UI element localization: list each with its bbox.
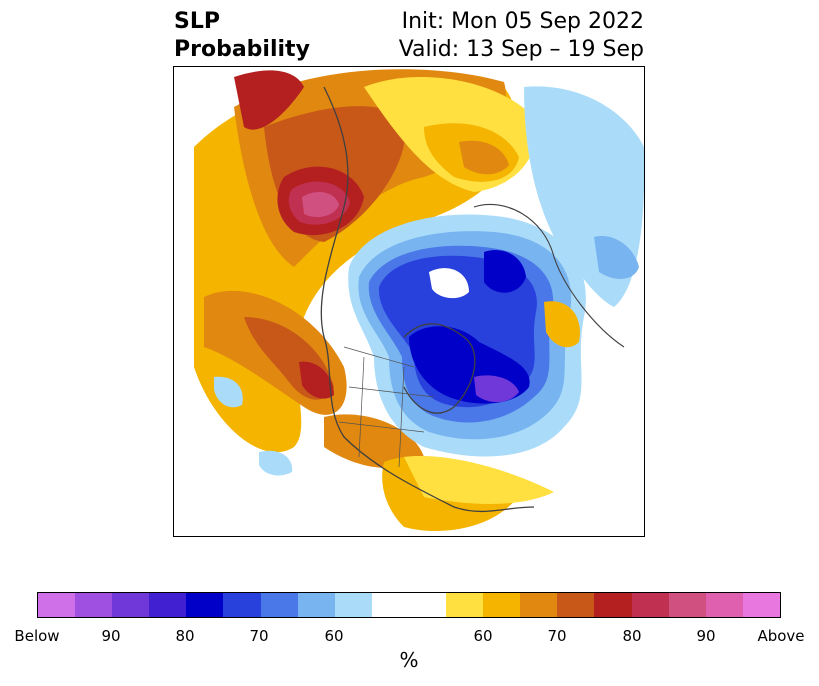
colorbar-swatch [557,593,595,617]
colorbar-swatch [705,593,743,617]
colorbar-swatch [594,593,632,617]
colorbar-tick-label: 70 [547,627,567,645]
colorbar-swatch [260,593,298,617]
title-line-2: Probability [174,37,310,62]
init-date: Init: Mon 05 Sep 2022 [401,9,644,34]
colorbar-tick-label: 70 [249,627,269,645]
warm-anomaly-pacific-red [299,361,334,399]
colorbar-swatch [38,593,76,617]
probability-map [173,66,645,537]
colorbar-swatch [483,593,521,617]
map-svg [174,67,644,536]
warm-anomaly-us-west [324,414,424,468]
warm-anomaly-siberia-core [459,140,509,175]
warm-patch-europe [544,301,580,348]
colorbar-swatch [408,593,447,617]
coastline-americas [320,86,535,513]
colorbar-swatch [520,593,558,617]
colorbar-swatch [742,593,780,617]
colorbar-tick-label: 90 [101,627,121,645]
title-line-1: SLP [174,9,220,34]
colorbar-tick-label: Below [14,627,60,645]
colorbar-swatch [149,593,187,617]
borders [338,346,435,468]
colorbar-swatch [631,593,669,617]
warm-core-north [234,70,304,130]
colorbar-tick-label: Above [757,627,805,645]
colorbar [37,592,781,618]
colorbar-tick-label: 80 [622,627,642,645]
cold-anomaly-violet [474,375,519,403]
warm-core-pink [302,191,339,217]
colorbar-unit-label: % [399,648,419,672]
colorbar-swatch [334,593,372,617]
cold-anomaly-europe-core [594,236,639,279]
colorbar-swatch [446,593,484,617]
cold-anomaly-scandinavia [484,249,526,293]
colorbar-tick-label: 80 [175,627,195,645]
colorbar-swatch [186,593,224,617]
coastline-eurasia [473,203,625,348]
warm-band-south [404,456,554,504]
colorbar-tick-label: 60 [473,627,493,645]
colorbar-tick-label: 60 [324,627,344,645]
colorbar-swatch [668,593,706,617]
colorbar-swatch [223,593,261,617]
neutral-pocket-pole [429,268,469,299]
colorbar-swatch [297,593,335,617]
colorbar-tick-label: 90 [696,627,716,645]
run-info: Init: Mon 05 Sep 2022 Valid: 13 Sep – 19… [399,8,644,64]
cold-patch-pacific [259,450,293,476]
coastline-greenland [403,323,476,414]
valid-range: Valid: 13 Sep – 19 Sep [398,37,644,62]
chart-title: SLP Probability [174,8,310,64]
cold-patch-pacific-west [214,376,243,408]
colorbar-swatch [371,593,409,617]
colorbar-swatch [75,593,113,617]
colorbar-swatch [112,593,150,617]
